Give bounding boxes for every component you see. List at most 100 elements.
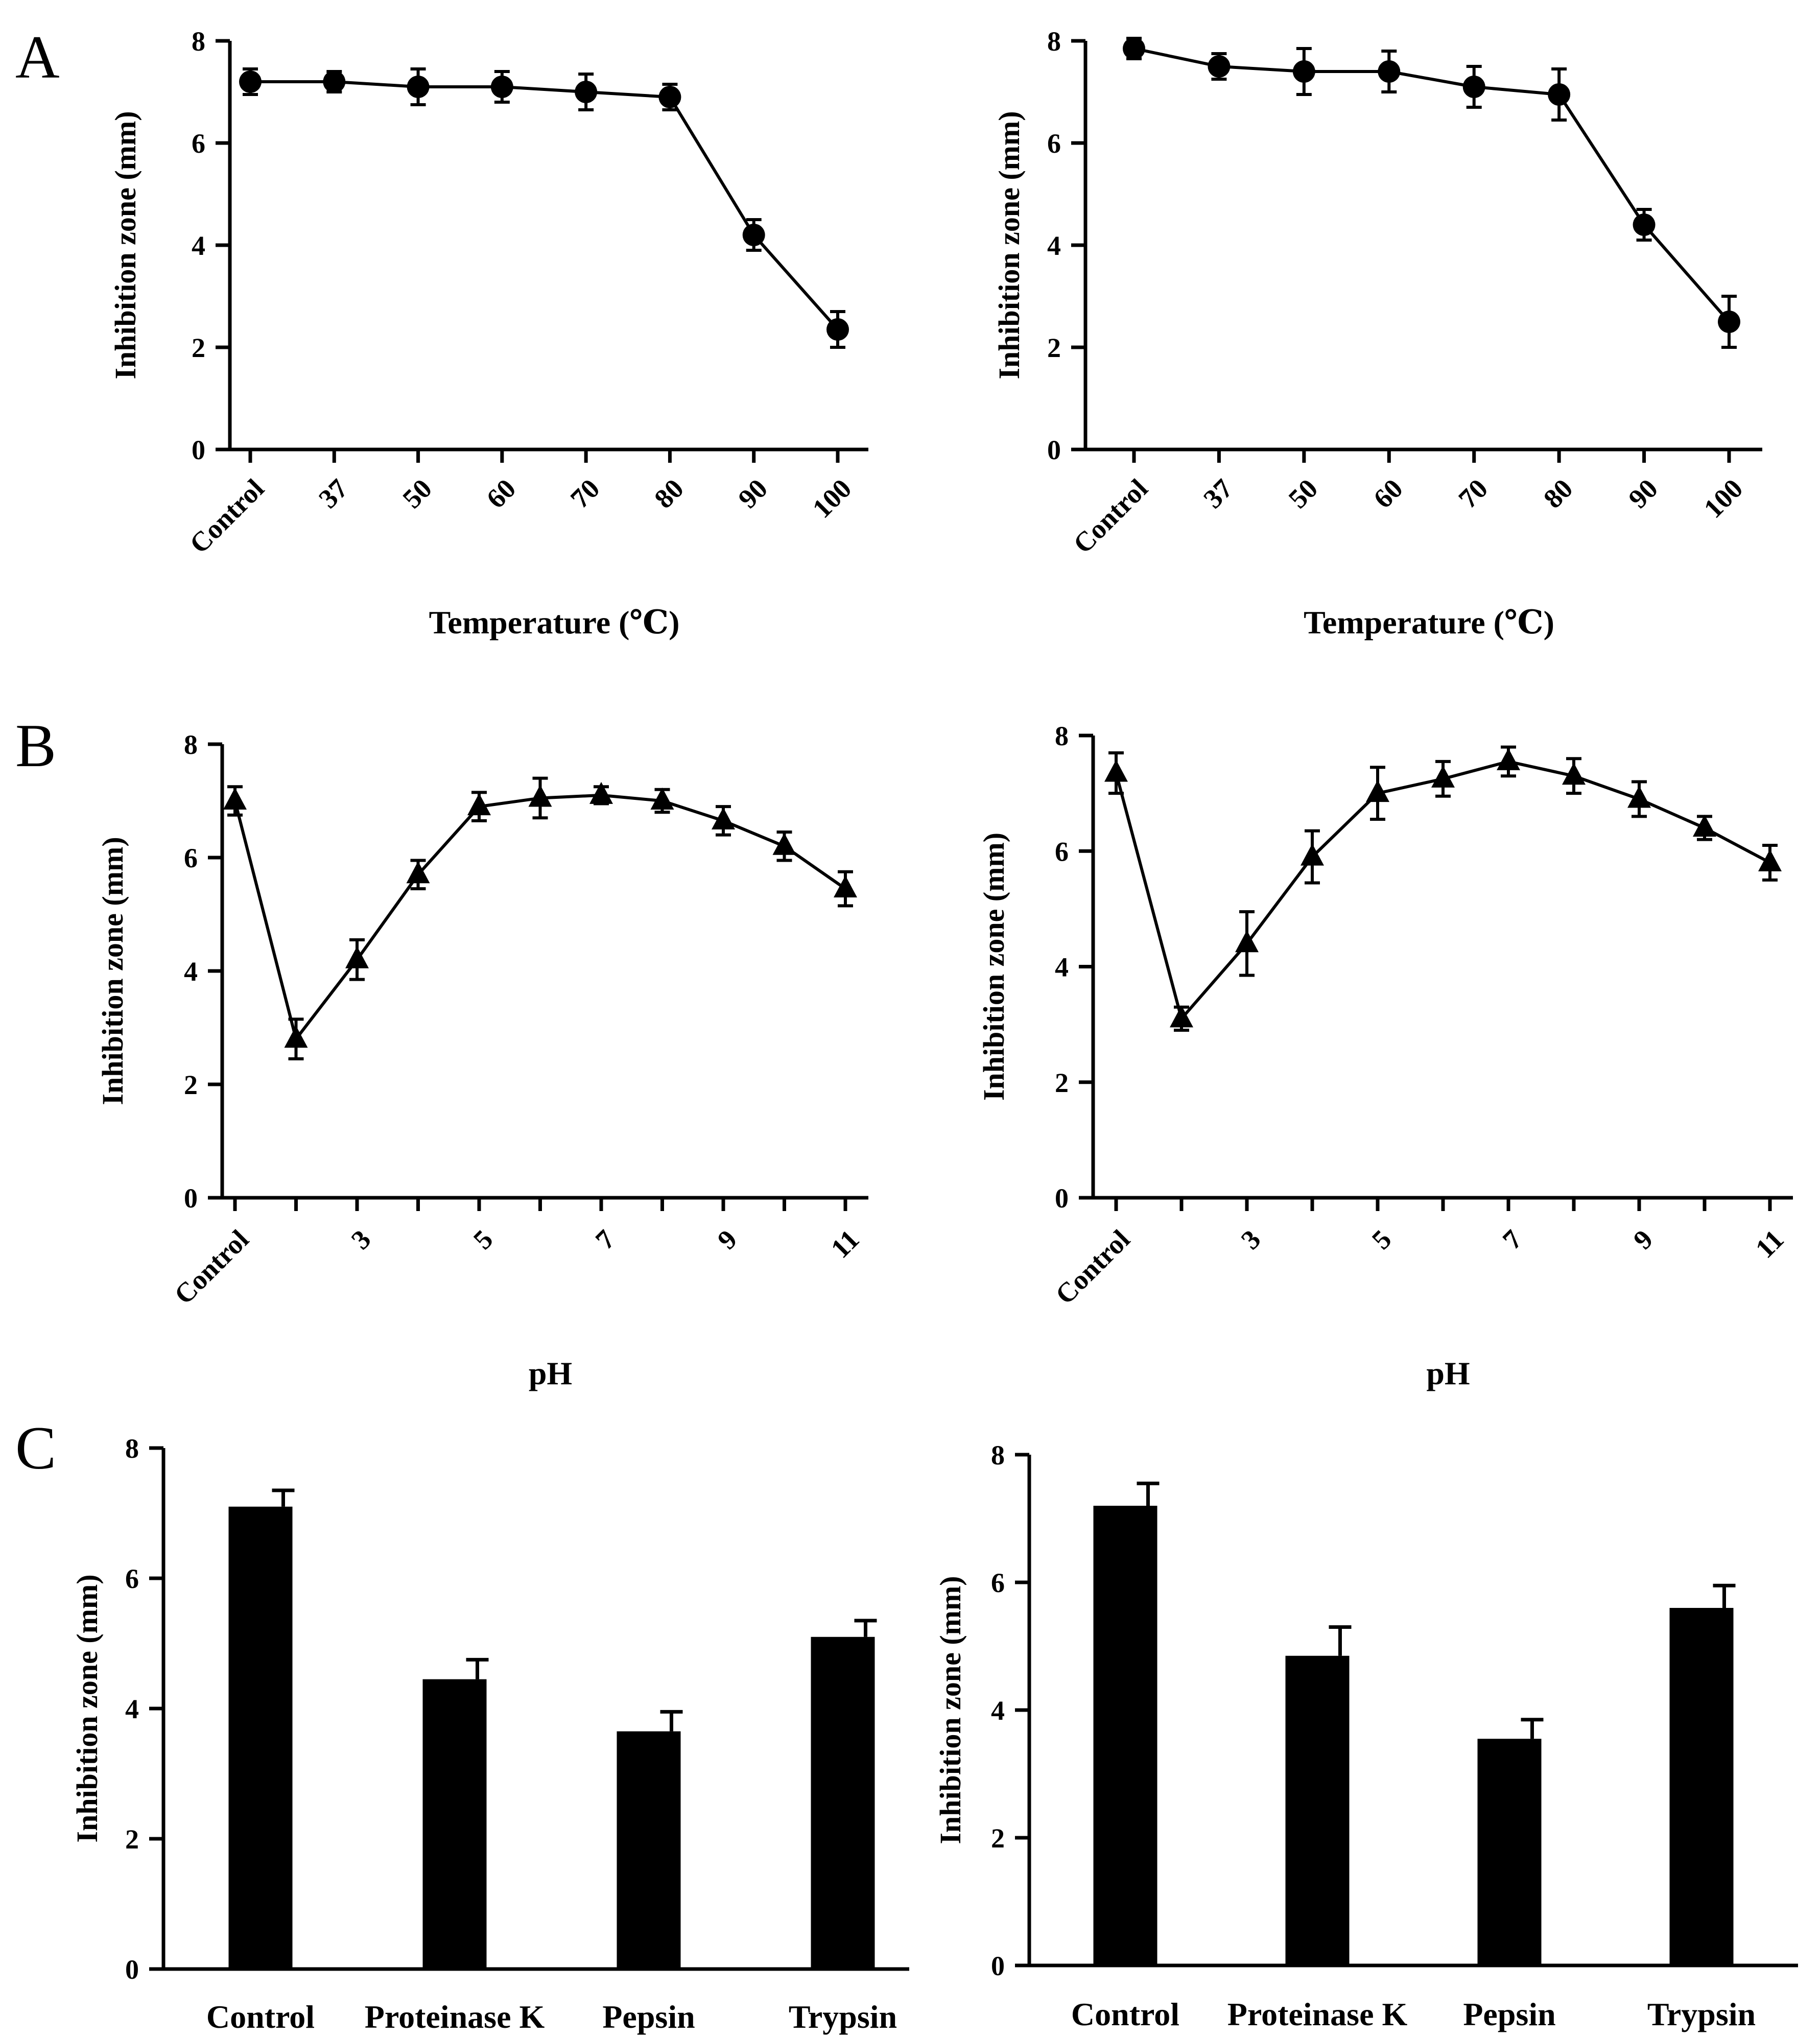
x-tick-label: 70 (1453, 473, 1494, 514)
y-tick-label: 4 (1047, 230, 1061, 261)
x-tick-label: Control (168, 1224, 254, 1310)
x-axis-label: pH (1426, 1355, 1470, 1391)
data-point (1104, 760, 1128, 782)
y-axis-label: Inhibition zone (mm) (977, 833, 1010, 1101)
bar (422, 1679, 487, 1969)
y-tick-label: 2 (125, 1824, 139, 1855)
x-tick-label: 37 (313, 473, 354, 514)
series-line (233, 793, 846, 1042)
y-tick-label: 6 (991, 1568, 1005, 1598)
x-tick-label: Control (1067, 473, 1153, 559)
x-category-label: Control (206, 1999, 315, 2035)
bar (811, 1637, 875, 1969)
data-point (834, 875, 857, 898)
data-point (1235, 930, 1259, 953)
y-tick-label: 4 (1055, 952, 1069, 983)
x-tick-label: 5 (467, 1224, 499, 1255)
y-tick-label: 2 (184, 1070, 198, 1100)
bar (1477, 1739, 1542, 1965)
data-point (1693, 815, 1716, 837)
bar (617, 1731, 681, 1969)
y-tick-label: 0 (192, 435, 205, 465)
data-point (528, 785, 552, 807)
y-tick-label: 4 (991, 1695, 1005, 1726)
x-tick-label: 9 (712, 1224, 743, 1255)
data-point (223, 788, 247, 810)
data-point (589, 781, 613, 804)
x-tick-label: 37 (1197, 473, 1239, 514)
data-point (772, 833, 796, 855)
bar (228, 1506, 293, 1969)
x-category-label: Pepsin (602, 1999, 695, 2035)
data-point (1123, 37, 1145, 60)
y-axis-label: Inhibition zone (mm) (109, 111, 142, 379)
x-tick-label: 100 (807, 473, 858, 524)
x-tick-label: 80 (1538, 473, 1579, 514)
data-point (1462, 76, 1485, 98)
series-line (1115, 760, 1771, 1022)
x-tick-label: 90 (732, 473, 774, 514)
data-point (1378, 60, 1401, 83)
y-tick-label: 0 (1047, 435, 1061, 465)
x-tick-label: 11 (1750, 1224, 1790, 1264)
y-tick-label: 6 (1055, 836, 1069, 867)
y-tick-label: 8 (192, 26, 205, 57)
data-point (1497, 748, 1520, 770)
data-point (712, 807, 735, 829)
data-point (1718, 311, 1740, 333)
chart-c-right: 0 2 4 6 8 Inhibition zone (mm) Control Proteina… (934, 1440, 1798, 2032)
y-tick-label: 6 (184, 843, 198, 873)
bar (1285, 1655, 1350, 1965)
y-tick-label: 6 (192, 128, 205, 159)
y-axis-label: Inhibition zone (mm) (70, 1574, 104, 1842)
data-point (1758, 849, 1782, 871)
y-tick-label: 8 (1055, 721, 1069, 751)
bar (1669, 1608, 1734, 1965)
data-point (658, 86, 681, 108)
y-tick-label: 6 (125, 1563, 139, 1594)
chart-a-right: 0 2 4 6 8 Inhibition zone (mm) Control 37 50 60 70… (992, 26, 1762, 641)
x-tick-label: 70 (564, 473, 606, 514)
x-tick-label: 3 (345, 1224, 377, 1255)
y-tick-label: 2 (192, 333, 205, 363)
x-category-label: Proteinase K (1227, 1996, 1408, 2032)
data-point (407, 76, 430, 98)
y-tick-label: 4 (192, 230, 205, 261)
x-category-label: Control (1071, 1996, 1179, 2032)
x-tick-label: 80 (648, 473, 690, 514)
data-point (345, 946, 369, 968)
series-line (1133, 47, 1731, 323)
y-tick-label: 4 (184, 956, 198, 987)
panel-letter-a: A (15, 23, 60, 91)
y-tick-label: 2 (1047, 333, 1061, 363)
chart-a-left: 0 2 4 6 8 Inhibition zone (mm) Control 37 50 60 70… (109, 26, 868, 641)
data-point (1633, 214, 1656, 236)
series-line (250, 80, 839, 330)
data-point (284, 1026, 308, 1048)
x-axis-label: Temperature (℃) (429, 604, 680, 641)
data-point (826, 318, 849, 341)
x-tick-label: 60 (1367, 473, 1409, 514)
x-tick-label: 50 (1283, 473, 1324, 514)
data-point (1548, 83, 1571, 106)
y-tick-label: 4 (125, 1694, 139, 1724)
x-axis-label: pH (529, 1355, 572, 1391)
y-tick-label: 8 (1047, 26, 1061, 57)
chart-b-left: 0 2 4 6 8 Inhibition zone (mm) Control 3 5 7 9 11 pH (96, 729, 868, 1391)
x-tick-label: 50 (396, 473, 438, 514)
data-point (1292, 60, 1315, 83)
x-tick-label: 60 (481, 473, 522, 514)
x-category-label: Trypsin (789, 1999, 897, 2035)
data-point (1170, 1005, 1193, 1028)
x-category-label: Proteinase K (365, 1999, 545, 2035)
data-point (467, 793, 491, 816)
data-point (239, 70, 262, 93)
x-tick-label: 5 (1366, 1224, 1398, 1255)
y-tick-label: 2 (1055, 1068, 1069, 1098)
data-point (1301, 843, 1324, 866)
data-point (1627, 786, 1651, 808)
x-tick-label: 90 (1622, 473, 1664, 514)
data-point (575, 81, 598, 103)
